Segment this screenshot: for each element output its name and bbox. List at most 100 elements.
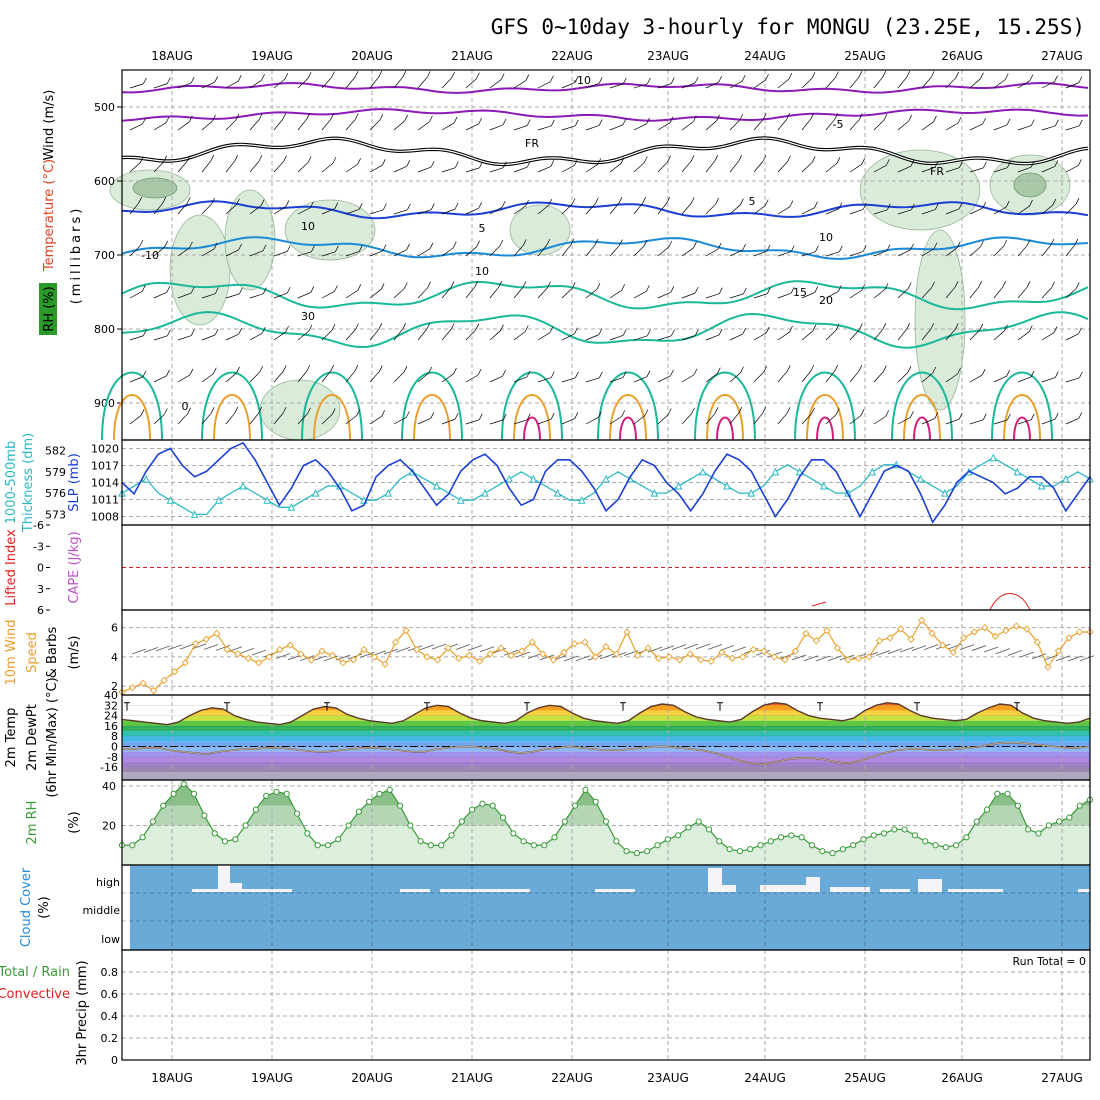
wind-barb [321,414,333,425]
y-axis-label: 1000-500mb [4,441,19,525]
wind-barb-flag [862,245,867,252]
y-tick-label: -6 [33,519,44,532]
thickness-marker [723,481,731,490]
wind-barb [993,330,1005,341]
wind-barb [465,123,479,131]
y-tick-label-right: 1014 [91,477,119,490]
rh-line-point [314,842,321,849]
wind-barb [657,375,671,383]
y-axis-label: 3hr Precip (mm) [75,960,90,1065]
wind-barb [897,76,908,89]
rh-line-point [674,832,682,839]
wind-speed-marker [644,644,652,652]
wind-barb-flag [1007,413,1011,421]
wind-barb [801,162,813,173]
high-cloud-patch [595,889,635,892]
wind-barb-flag [210,154,215,162]
wind-speed-marker [360,645,368,654]
wind-barb-flag [285,325,289,333]
wind-barb-flag [810,112,815,120]
wind-barb-flag [766,244,771,252]
wind-barb-flag [237,75,242,82]
wind-barb [561,165,575,173]
wind-barb-flag [236,366,240,373]
wind-barb [215,644,231,651]
date-label-top: 26AUG [941,49,983,63]
wind-barb [921,418,935,425]
wind-barb [225,333,239,341]
wind-barb-flag [550,413,555,420]
wind-barb [683,643,699,650]
wind-barb [1041,287,1052,299]
wind-barb [347,653,363,660]
wind-barb-flag [330,113,335,120]
thickness-marker [747,489,756,497]
wind-barb-flag [621,410,626,417]
wind-barb [873,76,883,89]
wind-barb-flag [934,160,939,168]
wind-barb-flag [1029,199,1033,207]
wind-barb-flag [166,286,171,293]
wind-barb-flag [908,114,913,122]
rh-line-point [829,850,836,857]
wind-barb-flag [331,71,335,78]
wind-barb [873,371,884,383]
wind-barb-flag [765,326,770,334]
wind-barb [911,645,927,652]
wind-speed-marker [1033,638,1042,646]
wind-barb-flag [598,77,603,84]
wind-barb [417,77,428,89]
wind-barb-flag [164,240,168,248]
wind-barb [633,376,648,383]
wind-barb [441,247,454,257]
y-tick-label: 6 [111,622,118,635]
wind-barb [225,293,240,299]
wind-barb [849,164,862,173]
rh-line-point [489,802,496,809]
temp-band [122,725,1090,732]
wind-barb [321,330,333,341]
wind-barb [777,413,788,425]
wind-barb-flag [910,160,915,167]
wind-barb [203,644,219,650]
rh-line-point [757,842,764,849]
wind-barb [225,372,237,383]
rh-line-point [201,812,208,819]
wind-speed-marker [918,616,926,624]
wind-barb [1065,377,1080,383]
wind-barb-flag [716,114,720,121]
wind-barb-flag [500,324,504,331]
wind-barb [489,79,502,89]
rh-line-point [901,826,908,833]
wind-barb-flag [454,412,459,420]
temp-contour-lobe-warm [113,394,151,441]
wind-barb [249,412,260,425]
wind-barb [513,166,528,173]
wind-barb-flag [138,196,143,204]
wind-barb [369,416,382,425]
wind-barb-flag [306,112,311,120]
wind-barb-flag [571,282,576,289]
temp-contour-10 [121,236,1089,260]
rh-line-point [1004,790,1011,797]
y-tick-label: 600 [94,175,115,188]
wind-barb [489,206,503,215]
wind-barb [633,83,648,89]
wind-barb [705,293,720,299]
wind-barb-flag [619,239,623,246]
wind-barb [297,413,308,425]
wind-barb [273,251,288,257]
wind-speed-marker [823,626,831,635]
y-tick-label: -3 [33,540,44,553]
wind-barb [633,415,646,425]
rh-line-point [499,814,507,821]
wind-barb [273,161,284,173]
wind-barb [705,334,720,341]
contour-label: 10 [475,265,489,278]
wind-barb-flag [354,71,359,78]
wind-barb [273,118,284,131]
wind-barb [515,651,531,658]
wind-barb [827,655,843,662]
wind-barb-flag [1004,324,1008,331]
wind-barb-flag [910,243,914,250]
